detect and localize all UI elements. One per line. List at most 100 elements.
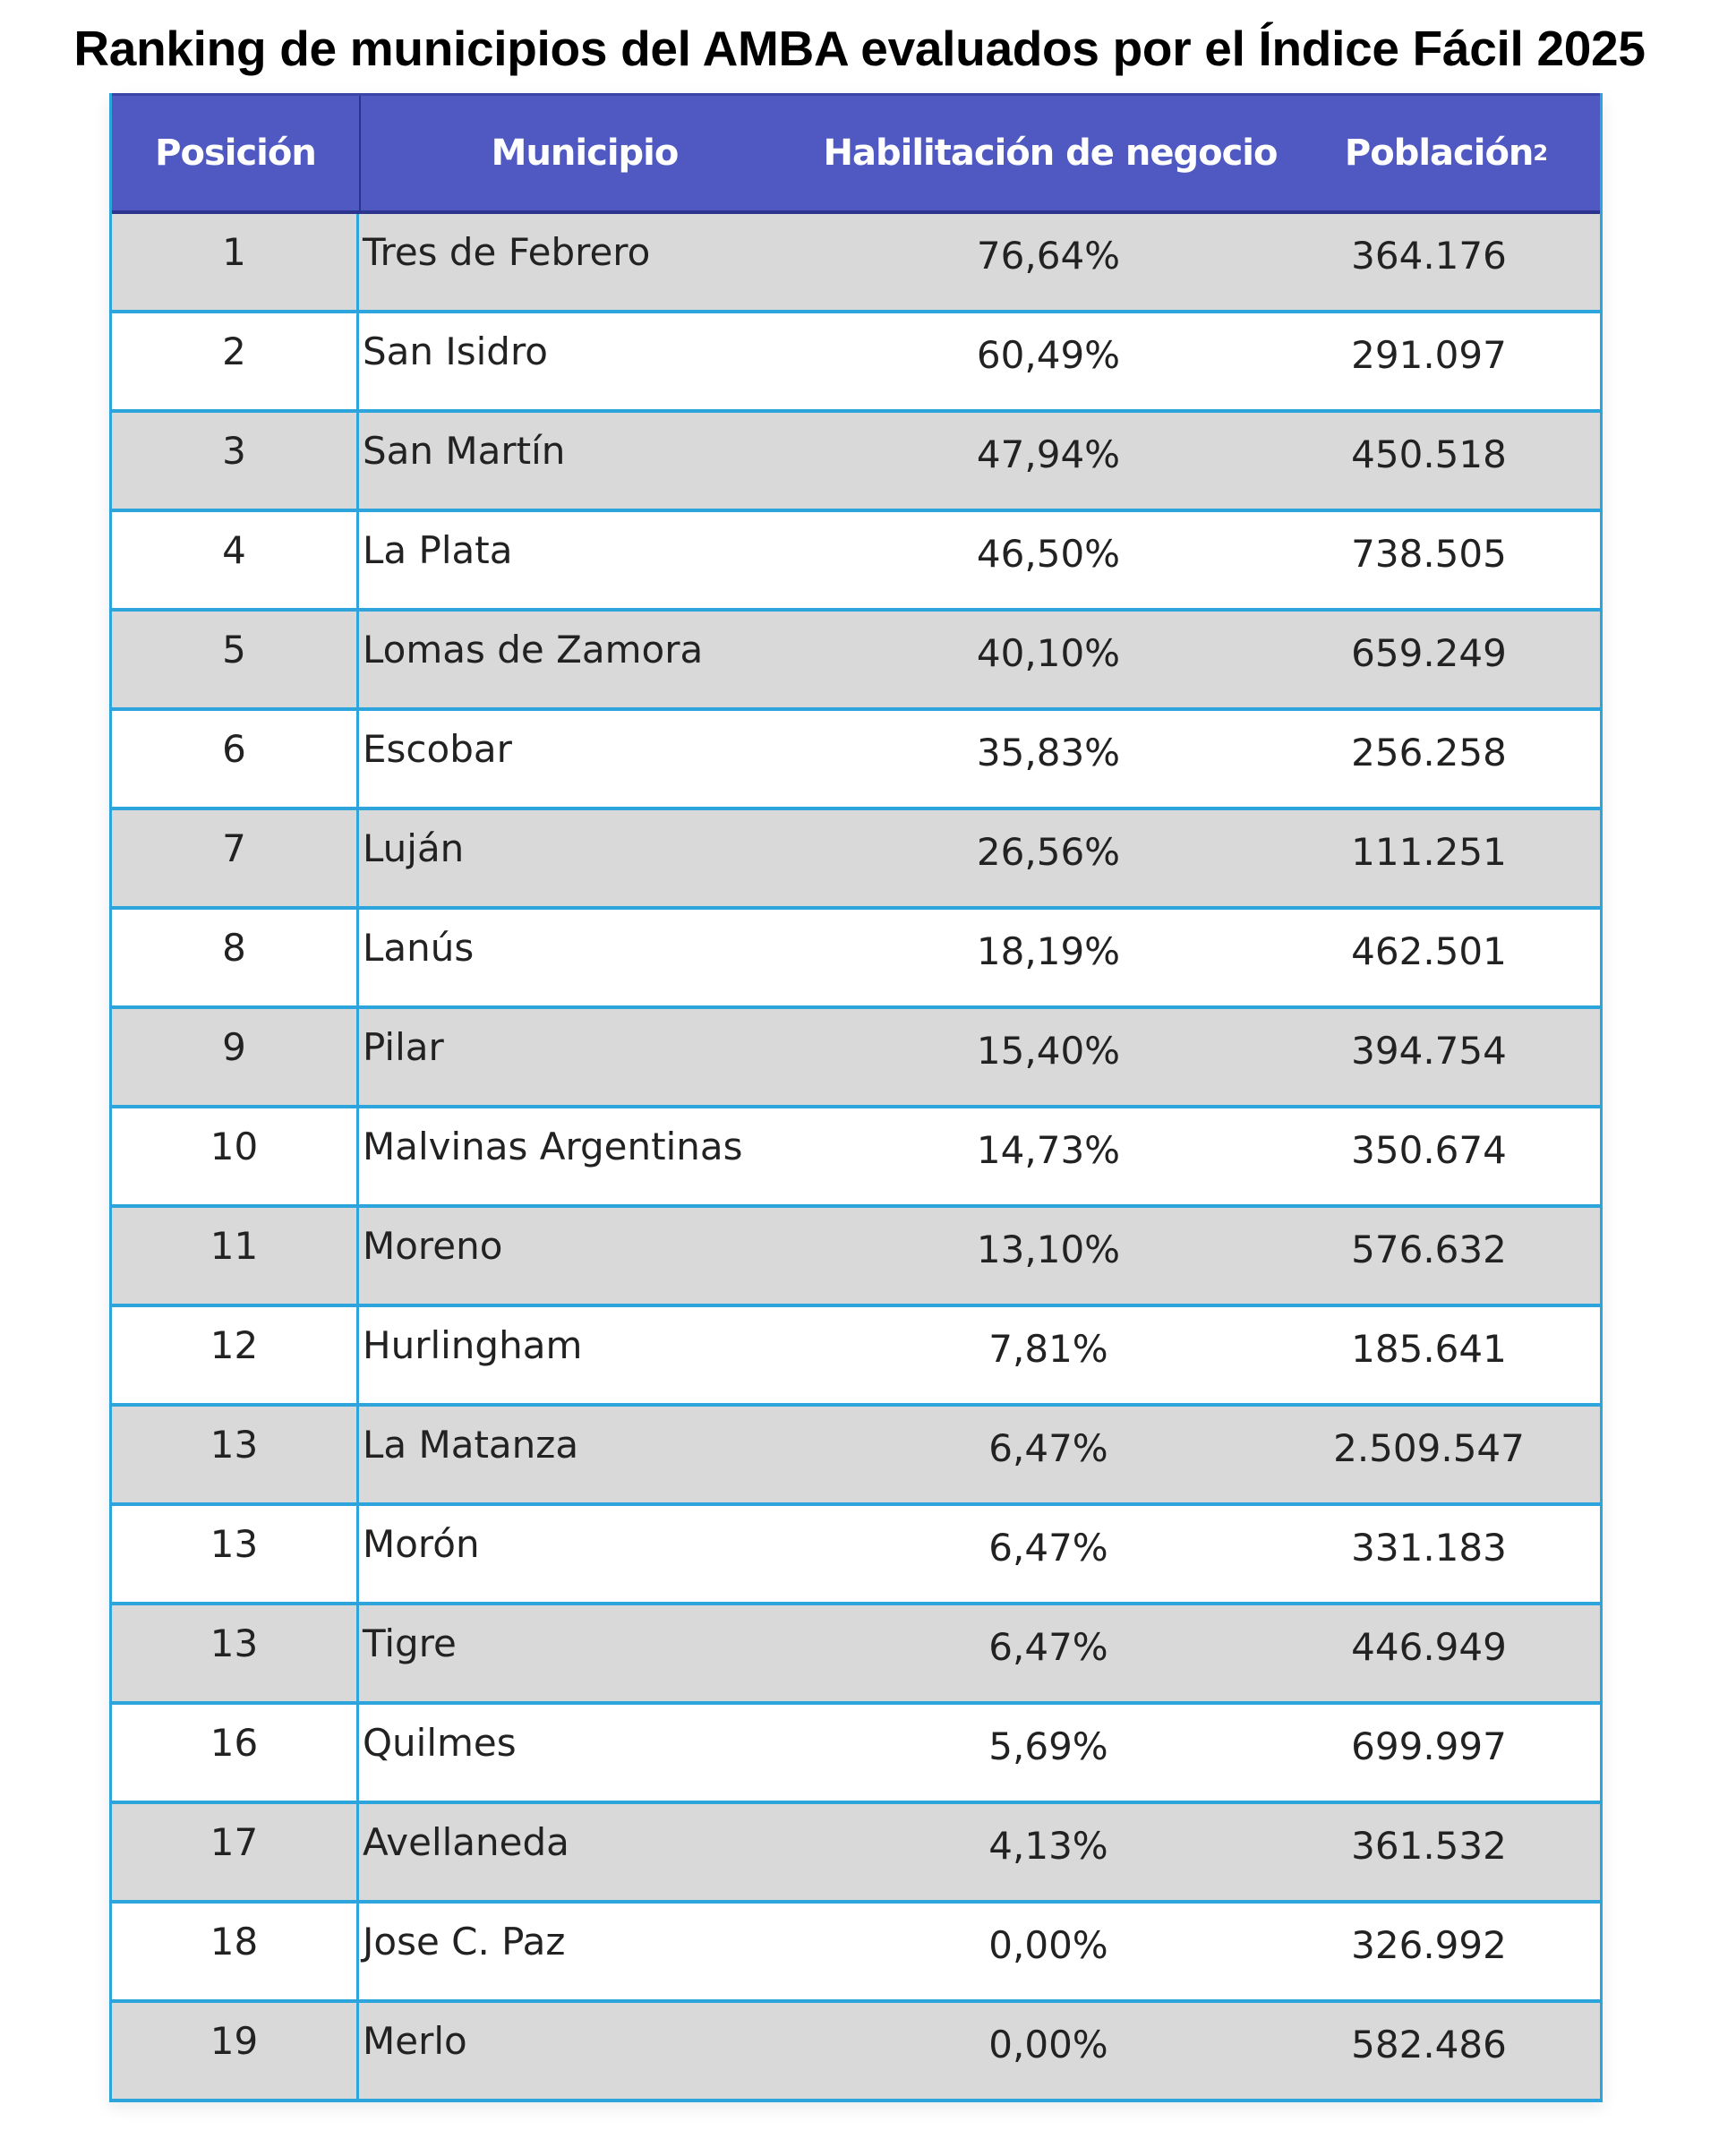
- cell-posicion: 13: [112, 1407, 359, 1502]
- cell-poblacion: 462.501: [1351, 929, 1507, 973]
- cell-municipio: Escobar: [363, 727, 512, 771]
- cell-municipio: La Plata: [363, 528, 513, 572]
- cell-posicion: 10: [112, 1108, 359, 1204]
- header-poblacion: Población 2: [1292, 96, 1600, 210]
- table-row: 6 Escobar 35,83% 256.258: [112, 711, 1600, 810]
- cell-municipio: Luján: [363, 826, 465, 870]
- cell-posicion: 5: [112, 612, 359, 707]
- cell-municipio: San Isidro: [363, 329, 549, 373]
- cell-habilitacion: 35,83%: [976, 731, 1121, 774]
- cell-posicion: 13: [112, 1506, 359, 1602]
- cell-poblacion: 350.674: [1351, 1128, 1507, 1172]
- cell-municipio: Tigre: [363, 1621, 457, 1665]
- cell-poblacion: 326.992: [1351, 1923, 1507, 1967]
- cell-posicion: 8: [112, 910, 359, 1005]
- cell-posicion: 2: [112, 313, 359, 409]
- cell-habilitacion: 40,10%: [976, 631, 1121, 675]
- cell-habilitacion: 60,49%: [976, 333, 1121, 377]
- cell-poblacion: 576.632: [1351, 1228, 1507, 1271]
- table-row: 2 San Isidro 60,49% 291.097: [112, 313, 1600, 413]
- cell-municipio: Jose C. Paz: [363, 1920, 566, 1964]
- table-row: 5 Lomas de Zamora 40,10% 659.249: [112, 612, 1600, 711]
- cell-municipio: Malvinas Argentinas: [363, 1125, 743, 1168]
- cell-habilitacion: 76,64%: [976, 234, 1121, 278]
- cell-poblacion: 361.532: [1351, 1824, 1507, 1868]
- footnote-marker: 2: [1533, 141, 1548, 166]
- table-row: 18 Jose C. Paz 0,00% 326.992: [112, 1904, 1600, 2003]
- cell-poblacion: 394.754: [1351, 1029, 1507, 1073]
- cell-poblacion: 364.176: [1351, 234, 1507, 278]
- cell-posicion: 7: [112, 810, 359, 906]
- table-row: 16 Quilmes 5,69% 699.997: [112, 1705, 1600, 1804]
- cell-posicion: 3: [112, 413, 359, 509]
- cell-habilitacion: 0,00%: [988, 2023, 1108, 2066]
- cell-habilitacion: 46,50%: [976, 532, 1121, 576]
- table-row: 4 La Plata 46,50% 738.505: [112, 512, 1600, 612]
- cell-municipio: San Martín: [363, 429, 566, 473]
- cell-poblacion: 699.997: [1351, 1724, 1507, 1768]
- cell-posicion: 11: [112, 1208, 359, 1304]
- cell-poblacion: 446.949: [1351, 1625, 1507, 1669]
- table-row: 19 Merlo 0,00% 582.486: [112, 2003, 1600, 2102]
- table-row: 11 Moreno 13,10% 576.632: [112, 1208, 1600, 1307]
- cell-habilitacion: 47,94%: [976, 432, 1121, 476]
- cell-poblacion: 291.097: [1351, 333, 1507, 377]
- table-row: 13 Morón 6,47% 331.183: [112, 1506, 1600, 1605]
- cell-posicion: 4: [112, 512, 359, 608]
- cell-municipio: Avellaneda: [363, 1820, 569, 1864]
- cell-habilitacion: 6,47%: [988, 1426, 1108, 1470]
- cell-posicion: 1: [112, 214, 359, 310]
- cell-posicion: 9: [112, 1009, 359, 1105]
- cell-municipio: La Matanza: [363, 1423, 579, 1467]
- cell-posicion: 17: [112, 1804, 359, 1900]
- cell-posicion: 18: [112, 1904, 359, 1999]
- cell-municipio: Quilmes: [363, 1721, 517, 1765]
- cell-habilitacion: 26,56%: [976, 830, 1121, 874]
- table-header: Posición Municipio Habilitación de negoc…: [112, 93, 1600, 214]
- cell-municipio: Tres de Febrero: [363, 230, 651, 274]
- table-row: 9 Pilar 15,40% 394.754: [112, 1009, 1600, 1108]
- table-row: 13 La Matanza 6,47% 2.509.547: [112, 1407, 1600, 1506]
- cell-posicion: 13: [112, 1605, 359, 1701]
- cell-poblacion: 450.518: [1351, 432, 1507, 476]
- table-body: 1 Tres de Febrero 76,64% 364.176 2 San Isidro…: [112, 214, 1600, 2102]
- cell-posicion: 19: [112, 2003, 359, 2099]
- cell-posicion: 16: [112, 1705, 359, 1801]
- cell-habilitacion: 13,10%: [976, 1228, 1121, 1271]
- cell-posicion: 6: [112, 711, 359, 807]
- cell-habilitacion: 6,47%: [988, 1625, 1108, 1669]
- table-row: 13 Tigre 6,47% 446.949: [112, 1605, 1600, 1705]
- table-row: 12 Hurlingham 7,81% 185.641: [112, 1307, 1600, 1407]
- cell-habilitacion: 18,19%: [976, 929, 1121, 973]
- cell-municipio: Morón: [363, 1522, 480, 1566]
- header-municipio: Municipio: [491, 133, 680, 174]
- cell-poblacion: 256.258: [1351, 731, 1507, 774]
- cell-habilitacion: 15,40%: [976, 1029, 1121, 1073]
- header-posicion: Posición: [112, 96, 361, 210]
- cell-habilitacion: 0,00%: [988, 1923, 1108, 1967]
- table-row: 17 Avellaneda 4,13% 361.532: [112, 1804, 1600, 1904]
- cell-habilitacion: 14,73%: [976, 1128, 1121, 1172]
- cell-poblacion: 185.641: [1351, 1327, 1507, 1371]
- cell-poblacion: 738.505: [1351, 532, 1507, 576]
- table-row: 7 Luján 26,56% 111.251: [112, 810, 1600, 910]
- ranking-table: Posición Municipio Habilitación de negoc…: [109, 93, 1603, 2102]
- cell-posicion: 12: [112, 1307, 359, 1403]
- header-poblacion-label: Población: [1344, 133, 1535, 174]
- table-row: 1 Tres de Febrero 76,64% 364.176: [112, 214, 1600, 313]
- page-title: Ranking de municipios del AMBA evaluados…: [73, 21, 1646, 76]
- header-habilitacion: Habilitación de negocio: [823, 133, 1279, 174]
- cell-habilitacion: 7,81%: [988, 1327, 1108, 1371]
- cell-poblacion: 2.509.547: [1333, 1426, 1525, 1470]
- cell-habilitacion: 6,47%: [988, 1526, 1108, 1570]
- cell-poblacion: 331.183: [1351, 1526, 1507, 1570]
- cell-municipio: Moreno: [363, 1224, 503, 1268]
- cell-habilitacion: 5,69%: [988, 1724, 1108, 1768]
- cell-poblacion: 111.251: [1351, 830, 1507, 874]
- cell-poblacion: 659.249: [1351, 631, 1507, 675]
- cell-habilitacion: 4,13%: [988, 1824, 1108, 1868]
- cell-municipio: Lanús: [363, 926, 475, 970]
- cell-municipio: Lomas de Zamora: [363, 628, 704, 672]
- table-row: 3 San Martín 47,94% 450.518: [112, 413, 1600, 512]
- cell-municipio: Merlo: [363, 2019, 467, 2063]
